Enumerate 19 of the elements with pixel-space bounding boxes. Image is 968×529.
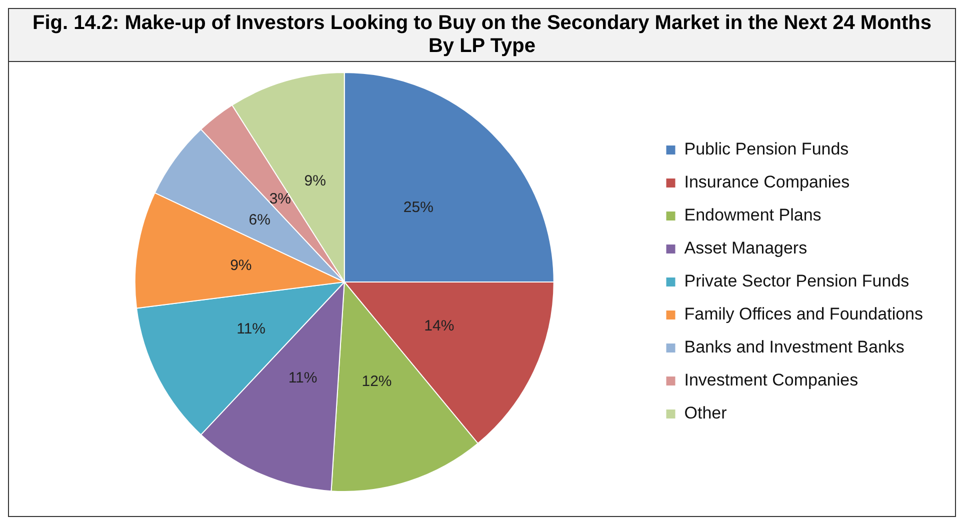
legend-label: Insurance Companies <box>684 172 850 192</box>
legend-label: Public Pension Funds <box>684 140 849 159</box>
legend-label: Endowment Plans <box>684 206 822 225</box>
legend-label: Family Offices and Foundations <box>684 304 924 324</box>
data-label: 14% <box>424 318 454 335</box>
legend-label: Investment Companies <box>684 370 858 390</box>
data-label: 6% <box>248 212 270 229</box>
data-label: 9% <box>230 256 252 274</box>
legend-label: Other <box>684 404 728 423</box>
data-label: 25% <box>403 199 434 216</box>
data-label: 11% <box>288 369 318 386</box>
data-label: 11% <box>236 320 266 338</box>
data-label: 9% <box>304 172 326 190</box>
legend-label: Asset Managers <box>684 238 808 258</box>
chart-title: Fig. 14.2: Make-up of Investors Looking to Buy on the Secondary Market in the Next 24 Months By LP Type <box>9 9 955 62</box>
legend-label: Private Sector Pension Funds <box>684 272 910 291</box>
data-label: 12% <box>362 372 392 390</box>
data-label: 3% <box>269 190 292 208</box>
legend-label: Banks and Investment Banks <box>684 338 904 357</box>
